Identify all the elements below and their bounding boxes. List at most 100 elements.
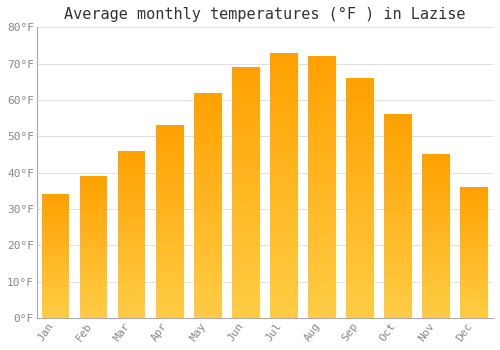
Bar [308, 148, 336, 151]
Bar [422, 154, 450, 156]
Bar [270, 222, 297, 225]
Bar [118, 157, 146, 159]
Bar [460, 239, 487, 241]
Bar [384, 262, 411, 265]
Bar [346, 162, 374, 165]
Bar [118, 201, 146, 203]
Bar [460, 269, 487, 271]
Bar [232, 309, 260, 312]
Bar [118, 261, 146, 264]
Bar [194, 144, 222, 146]
Bar [270, 103, 297, 106]
Bar [156, 282, 184, 284]
Bar [308, 141, 336, 145]
Bar [460, 222, 487, 223]
Bar [232, 302, 260, 306]
Bar [460, 310, 487, 312]
Bar [384, 229, 411, 231]
Bar [194, 172, 222, 174]
Bar [118, 264, 146, 266]
Bar [42, 241, 70, 242]
Bar [460, 256, 487, 258]
Bar [194, 256, 222, 259]
Bar [270, 288, 297, 292]
Bar [118, 222, 146, 224]
Bar [270, 202, 297, 205]
Bar [232, 117, 260, 120]
Bar [232, 240, 260, 243]
Bar [156, 169, 184, 171]
Bar [80, 228, 108, 229]
Bar [156, 166, 184, 169]
Bar [118, 247, 146, 249]
Bar [118, 253, 146, 255]
Bar [270, 308, 297, 311]
Bar [42, 293, 70, 295]
Bar [194, 155, 222, 158]
Bar [346, 144, 374, 147]
Bar [42, 281, 70, 282]
Bar [460, 200, 487, 202]
Bar [156, 149, 184, 152]
Bar [118, 272, 146, 274]
Bar [118, 266, 146, 268]
Bar [194, 270, 222, 273]
Bar [156, 145, 184, 147]
Bar [232, 243, 260, 246]
Bar [346, 234, 374, 237]
Bar [118, 193, 146, 195]
Bar [270, 69, 297, 72]
Bar [42, 224, 70, 225]
Bar [42, 201, 70, 202]
Bar [422, 156, 450, 159]
Bar [346, 204, 374, 207]
Bar [384, 315, 411, 318]
Bar [460, 238, 487, 239]
Bar [42, 256, 70, 258]
Bar [460, 230, 487, 231]
Bar [270, 109, 297, 112]
Bar [422, 222, 450, 224]
Bar [422, 283, 450, 285]
Bar [460, 234, 487, 236]
Bar [270, 149, 297, 152]
Bar [460, 202, 487, 203]
Bar [308, 63, 336, 66]
Bar [384, 188, 411, 191]
Bar [308, 272, 336, 275]
Bar [194, 222, 222, 225]
Bar [42, 301, 70, 302]
Bar [422, 228, 450, 230]
Bar [460, 251, 487, 253]
Bar [308, 86, 336, 89]
Bar [118, 255, 146, 257]
Bar [118, 278, 146, 280]
Bar [270, 63, 297, 66]
Bar [422, 292, 450, 293]
Bar [156, 243, 184, 246]
Bar [460, 302, 487, 303]
Bar [308, 171, 336, 174]
Bar [460, 217, 487, 218]
Bar [270, 278, 297, 281]
Bar [460, 192, 487, 194]
Bar [346, 180, 374, 183]
Bar [232, 152, 260, 155]
Bar [156, 306, 184, 308]
Bar [156, 260, 184, 262]
Bar [42, 205, 70, 207]
Bar [308, 60, 336, 63]
Bar [270, 146, 297, 149]
Bar [194, 158, 222, 160]
Bar [384, 201, 411, 203]
Bar [194, 307, 222, 309]
Bar [194, 309, 222, 312]
Bar [460, 272, 487, 274]
Bar [232, 120, 260, 124]
Bar [384, 308, 411, 310]
Bar [384, 272, 411, 275]
Bar [308, 119, 336, 122]
Bar [422, 179, 450, 181]
Bar [384, 241, 411, 244]
Bar [270, 281, 297, 285]
